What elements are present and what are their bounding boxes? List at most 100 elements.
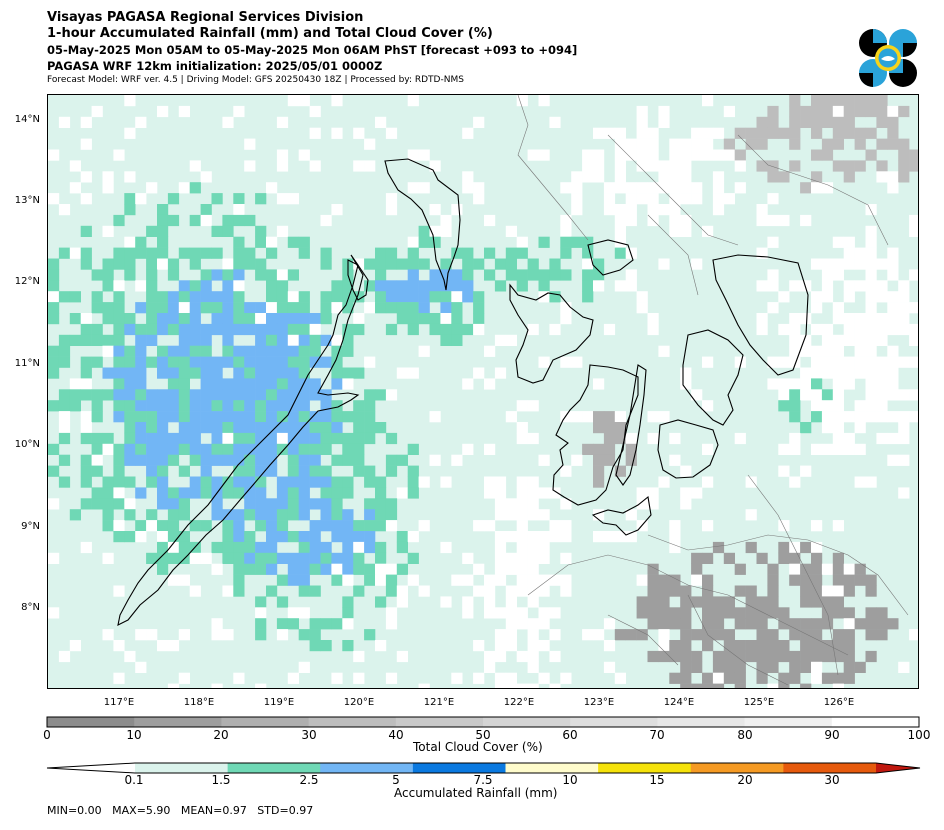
grid-cell xyxy=(407,552,419,564)
grid-cell xyxy=(309,105,321,118)
grid-cell xyxy=(298,541,310,554)
samar-coastline xyxy=(712,254,809,376)
grid-cell xyxy=(484,520,496,532)
cloud-tick: 30 xyxy=(301,728,317,742)
grid-cell xyxy=(124,323,136,336)
grid-cell xyxy=(473,520,485,532)
grid-cell xyxy=(331,400,343,412)
grid-cell xyxy=(58,356,71,368)
grid-cell xyxy=(266,509,278,521)
grid-cell xyxy=(113,531,125,543)
grid-cell xyxy=(712,661,725,673)
grid-cell xyxy=(200,345,212,357)
grid-cell xyxy=(865,334,877,346)
grid-cell xyxy=(560,236,572,248)
grid-cell xyxy=(309,378,321,390)
grid-cell xyxy=(80,247,92,259)
grid-cell xyxy=(680,672,692,684)
grid-cell xyxy=(375,258,387,270)
grid-cell xyxy=(887,105,899,118)
grid-cell xyxy=(538,95,550,107)
grid-cell xyxy=(811,618,823,630)
grid-cell xyxy=(516,476,528,488)
grid-cell xyxy=(625,280,637,292)
grid-cell xyxy=(614,160,626,172)
grid-cell xyxy=(494,541,507,554)
grid-cell xyxy=(244,138,256,150)
grid-cell xyxy=(636,116,648,128)
grid-cell xyxy=(113,258,125,270)
grid-cell xyxy=(767,650,779,663)
grid-cell xyxy=(189,422,201,434)
grid-cell xyxy=(593,443,605,455)
grid-cell xyxy=(505,672,517,684)
grid-cell xyxy=(407,323,419,336)
grid-cell xyxy=(505,269,517,281)
grid-cell xyxy=(527,683,539,688)
grid-cell xyxy=(832,138,844,150)
grid-cell xyxy=(800,422,812,434)
grid-cell xyxy=(843,171,855,183)
grid-cell xyxy=(200,247,212,259)
grid-cell xyxy=(832,683,844,688)
grid-cell xyxy=(385,389,398,401)
grid-cell xyxy=(135,345,147,357)
grid-cell xyxy=(680,683,692,688)
grid-cell xyxy=(473,313,485,325)
grid-cell xyxy=(647,596,659,608)
grid-cell xyxy=(113,400,125,412)
grid-cell xyxy=(909,334,918,346)
grid-cell xyxy=(854,105,866,118)
grid-cell xyxy=(778,618,790,630)
grid-cell xyxy=(811,258,823,270)
grid-cell xyxy=(222,520,234,532)
grid-cell xyxy=(385,454,398,466)
grid-cell xyxy=(712,629,725,641)
cloud-tick: 0 xyxy=(43,728,51,742)
grid-cell xyxy=(167,302,180,314)
grid-cell xyxy=(887,313,899,325)
grid-cell xyxy=(396,302,408,314)
grid-cell xyxy=(233,345,245,357)
grid-cell xyxy=(309,411,321,423)
grid-cell xyxy=(385,618,398,630)
grid-cell xyxy=(516,269,528,281)
grid-cell xyxy=(789,356,801,368)
grid-cell xyxy=(320,476,332,488)
grid-cell xyxy=(669,182,681,194)
grid-cell xyxy=(527,563,539,575)
grid-cell xyxy=(484,214,496,227)
grid-cell xyxy=(789,105,801,118)
grid-cell xyxy=(854,443,866,455)
grid-cell xyxy=(865,618,877,630)
grid-cell xyxy=(887,454,899,466)
grid-cell xyxy=(429,313,441,325)
grid-cell xyxy=(167,214,180,227)
grid-cell xyxy=(691,596,703,608)
grid-cell xyxy=(200,520,212,532)
grid-cell xyxy=(418,236,430,248)
grid-cell xyxy=(222,552,234,564)
grid-cell xyxy=(560,552,572,564)
grid-cell xyxy=(767,585,779,597)
grid-cell xyxy=(276,552,289,564)
grid-cell xyxy=(189,302,201,314)
grid-cell xyxy=(146,432,158,445)
grid-cell xyxy=(342,640,354,652)
rain-tick: 30 xyxy=(824,773,840,787)
grid-cell xyxy=(451,672,463,684)
grid-cell xyxy=(691,487,703,499)
grid-cell xyxy=(712,182,725,194)
grid-cell xyxy=(222,269,234,281)
grid-cell xyxy=(102,629,114,641)
grid-cell xyxy=(244,313,256,325)
grid-cell xyxy=(353,432,365,445)
grid-cell xyxy=(375,247,387,259)
grid-cell xyxy=(636,607,648,619)
grid-cell xyxy=(233,585,245,597)
grid-cell xyxy=(603,193,616,205)
rain-colorbar-segment xyxy=(876,763,920,773)
grid-cell xyxy=(167,574,180,586)
grid-cell xyxy=(865,378,877,390)
grid-cell xyxy=(320,400,332,412)
